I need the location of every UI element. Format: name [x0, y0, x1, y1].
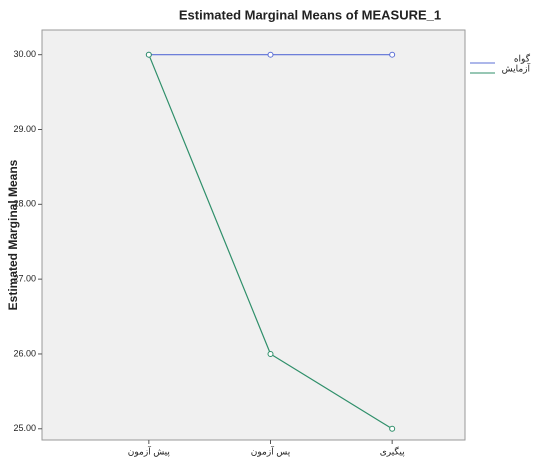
point-marker: [145, 51, 152, 58]
y-tick-label: 28.00: [13, 199, 36, 209]
x-tick-label: پیش آزمون: [128, 445, 171, 457]
point-marker: [389, 51, 396, 58]
y-tick-label: 26.00: [13, 348, 36, 358]
plot-area: [41, 29, 466, 441]
point-marker: [267, 350, 274, 357]
y-tick-label: 27.00: [13, 274, 36, 284]
y-axis-label: Estimated Marginal Means: [6, 159, 20, 310]
chart-title: Estimated Marginal Means of MEASURE_1: [179, 7, 441, 22]
x-tick-label: پیگیری: [380, 445, 405, 457]
y-tick-label: 29.00: [13, 124, 36, 134]
legend-label: آزمایش: [502, 62, 531, 74]
point-marker: [267, 51, 274, 58]
point-marker: [389, 425, 396, 432]
y-tick-label: 30.00: [13, 49, 36, 59]
legend-label: گواه: [514, 52, 531, 64]
x-tick-label: پس آزمون: [251, 445, 291, 457]
y-tick-label: 25.00: [13, 423, 36, 433]
